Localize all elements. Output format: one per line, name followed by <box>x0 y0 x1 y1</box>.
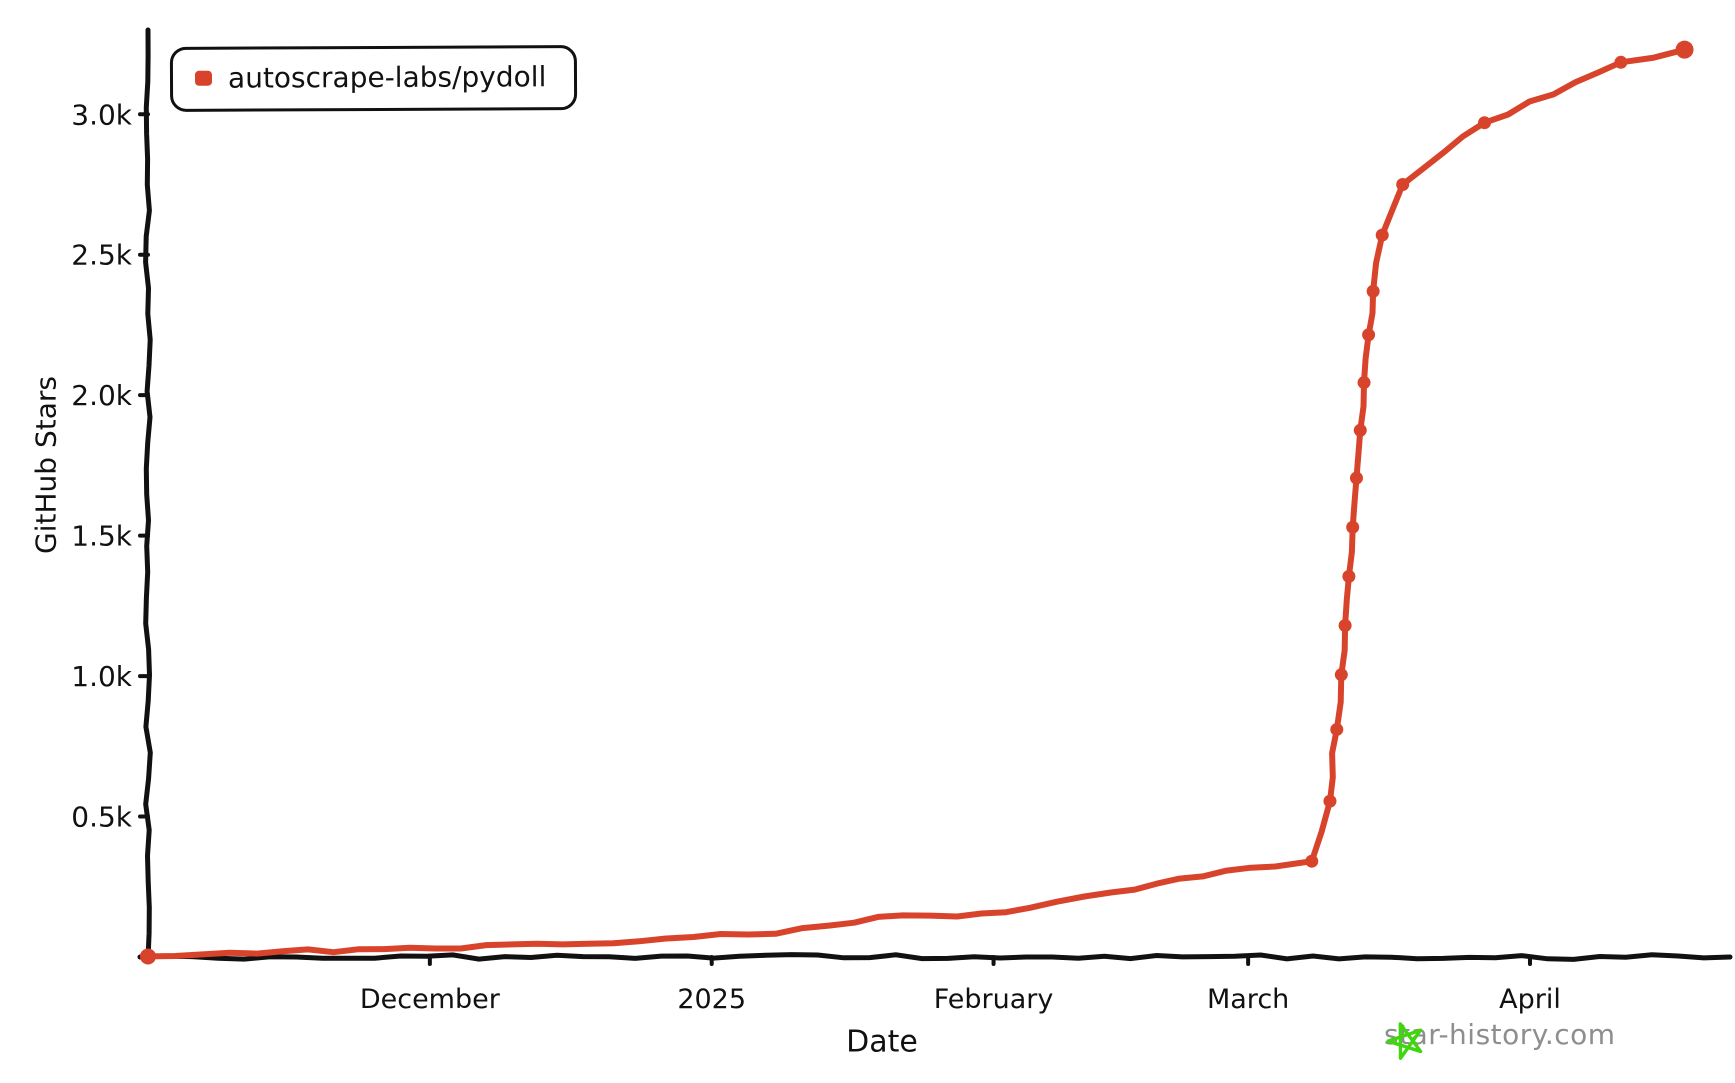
data-point-dot[interactable] <box>1366 284 1380 298</box>
data-point-dot[interactable] <box>1334 668 1348 682</box>
y-tick-label: 3.0k <box>71 98 133 131</box>
data-point-dot[interactable] <box>1342 569 1356 583</box>
y-tick-label: 2.0k <box>71 379 133 412</box>
data-point-dot[interactable] <box>1375 228 1389 242</box>
y-tick-label: 2.5k <box>71 239 133 272</box>
y-tick-label: 0.5k <box>71 801 133 834</box>
y-tick-label: 1.5k <box>71 520 133 553</box>
x-axis-line <box>137 952 1733 962</box>
x-tick-label: February <box>934 984 1054 1015</box>
legend: autoscrape-labs/pydoll <box>169 45 578 112</box>
watermark-text: star-history.com <box>1384 1018 1616 1051</box>
series-line[interactable] <box>145 46 1688 960</box>
data-point-dot[interactable] <box>1323 794 1337 808</box>
data-point-dot[interactable] <box>140 948 156 965</box>
data-point-dot[interactable] <box>1353 423 1367 437</box>
watermark-link[interactable]: star-history.com <box>1384 1018 1616 1060</box>
data-point-dot[interactable] <box>1305 854 1319 868</box>
x-tick-label: March <box>1207 984 1289 1015</box>
data-point-dot[interactable] <box>1614 55 1628 69</box>
y-tick-label: 1.0k <box>71 660 133 693</box>
data-point-dot[interactable] <box>1357 376 1371 390</box>
data-point-dot[interactable] <box>1346 520 1360 534</box>
x-tick-label: December <box>360 984 501 1015</box>
data-point-dot[interactable] <box>1396 178 1410 191</box>
series-color-swatch <box>194 70 213 86</box>
star-doodle-icon <box>1386 1022 1423 1060</box>
data-point-dot[interactable] <box>1338 619 1352 633</box>
data-point-dot[interactable] <box>1362 328 1376 342</box>
legend-series-label: autoscrape-labs/pydoll <box>227 60 547 95</box>
data-point-dot[interactable] <box>1330 722 1344 736</box>
x-axis-title: Date <box>846 1024 918 1060</box>
x-tick-label: 2025 <box>677 984 746 1015</box>
y-axis-line <box>143 27 153 962</box>
x-tick-label: April <box>1499 984 1561 1015</box>
data-point-dot[interactable] <box>1478 116 1492 130</box>
data-point-dot[interactable] <box>1349 471 1363 485</box>
data-point-dot[interactable] <box>1675 40 1694 59</box>
y-axis-title: GitHub Stars <box>29 376 63 554</box>
